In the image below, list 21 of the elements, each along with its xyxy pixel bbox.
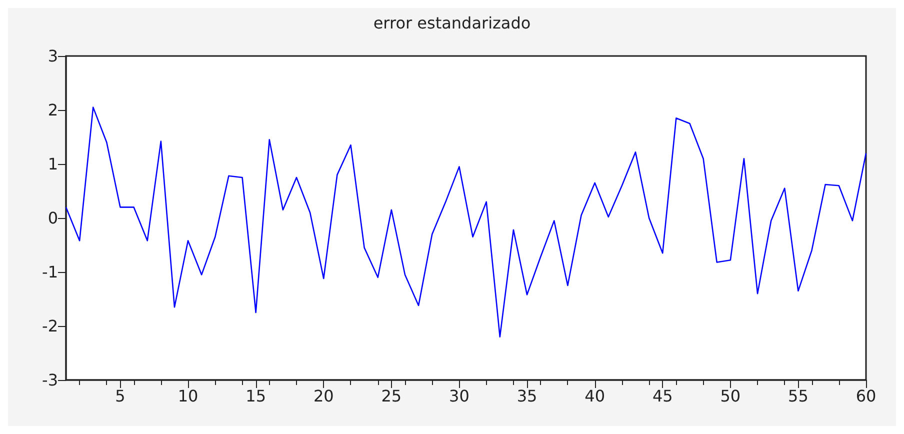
x-tick-label: 45	[652, 386, 673, 406]
line-series	[65, 106, 867, 338]
x-tick-label: 60	[856, 386, 876, 406]
x-tick-label: 50	[720, 386, 741, 406]
y-tick-label: -3	[42, 370, 58, 390]
x-tick-label: 40	[584, 386, 605, 406]
x-tick-label: 30	[449, 386, 470, 406]
y-tick-label: 1	[48, 154, 58, 174]
y-tick-label: -1	[42, 262, 58, 282]
x-tick-label: 15	[246, 386, 266, 406]
x-tick-label: 5	[115, 386, 126, 406]
x-tick-label: 10	[178, 386, 198, 406]
y-tick-label: 3	[48, 46, 58, 66]
chart-title: error estandarizado	[373, 14, 531, 32]
y-tick-label: -2	[42, 316, 58, 336]
x-tick-label: 55	[788, 386, 808, 406]
y-tick-label: 2	[48, 100, 58, 120]
x-tick-label: 35	[516, 386, 538, 406]
x-tick-label: 20	[313, 386, 334, 406]
x-tick-label: 25	[381, 386, 402, 406]
y-tick-label: 0	[48, 208, 58, 228]
